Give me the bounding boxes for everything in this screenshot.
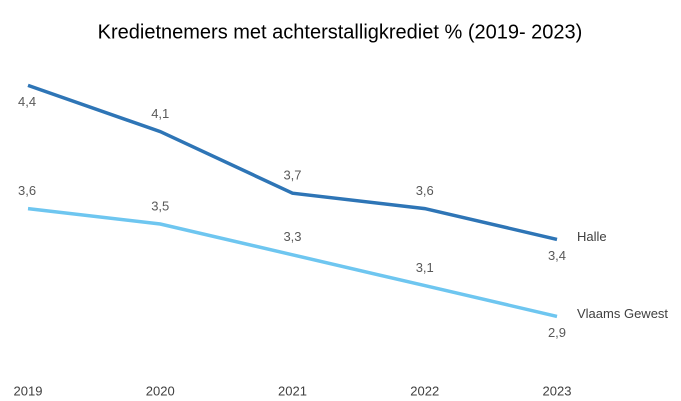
x-tick-label: 2021 — [278, 383, 307, 398]
data-label: 3,5 — [151, 198, 169, 213]
data-label: 3,6 — [18, 183, 36, 198]
data-label: 3,7 — [283, 168, 301, 183]
data-label: 3,1 — [416, 260, 434, 275]
chart-title: Kredietnemers met achterstalligkrediet %… — [98, 21, 583, 43]
series-line — [27, 206, 558, 319]
x-tick-label: 2022 — [410, 383, 439, 398]
data-label: 4,1 — [151, 106, 169, 121]
data-label: 4,4 — [18, 94, 36, 109]
data-label: 3,3 — [283, 229, 301, 244]
data-label: 2,9 — [548, 325, 566, 340]
x-tick-label: 2023 — [543, 383, 572, 398]
series-name: Vlaams Gewest — [577, 306, 668, 321]
series-line — [27, 83, 558, 242]
x-tick-label: 2020 — [146, 383, 175, 398]
data-label: 3,6 — [416, 183, 434, 198]
series-name: Halle — [577, 229, 607, 244]
x-tick-label: 2019 — [14, 383, 43, 398]
data-label: 3,4 — [548, 248, 566, 263]
